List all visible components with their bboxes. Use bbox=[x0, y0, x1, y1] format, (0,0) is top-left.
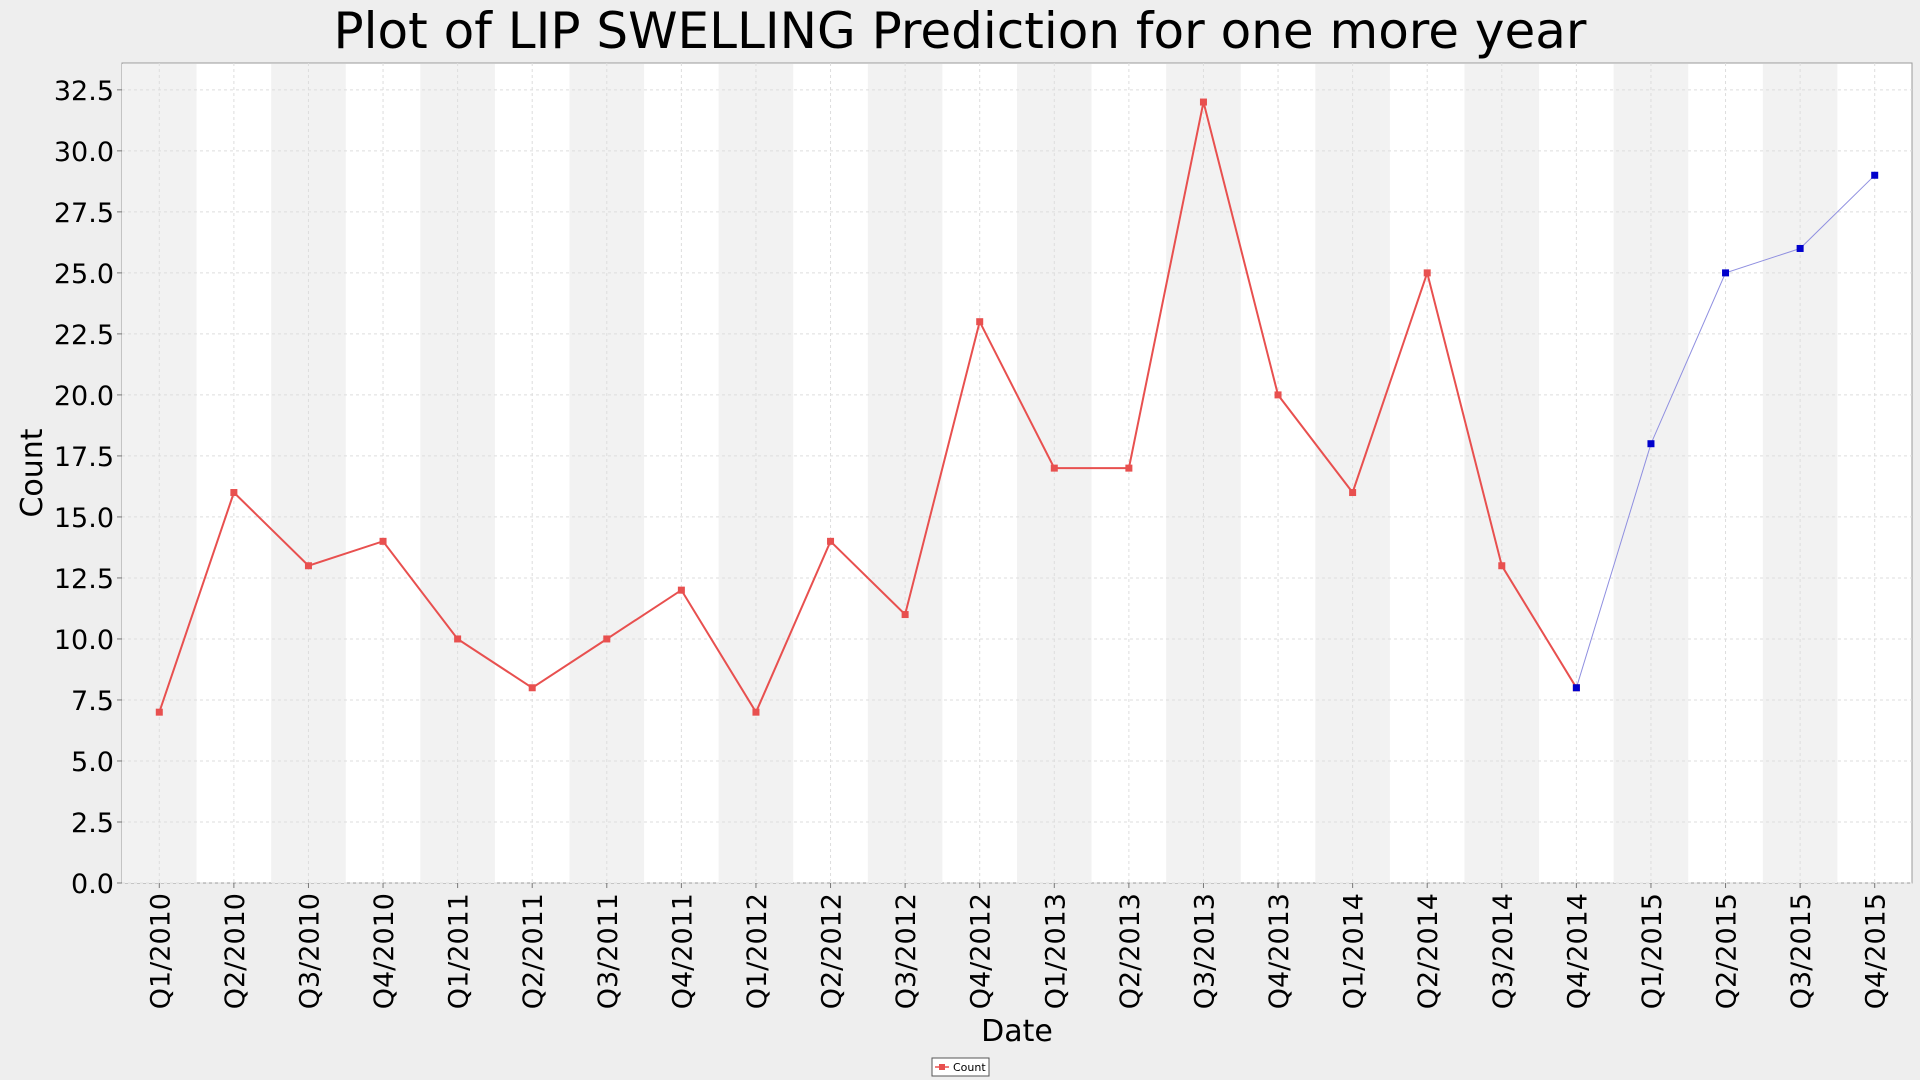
y-tick-label: 20.0 bbox=[54, 381, 114, 412]
y-tick-label: 12.5 bbox=[54, 564, 114, 595]
data-point bbox=[1796, 244, 1804, 252]
x-tick-label: Q1/2012 bbox=[742, 893, 773, 1009]
y-axis-label: Count bbox=[15, 428, 50, 517]
data-point bbox=[155, 708, 163, 716]
y-tick-label: 27.5 bbox=[54, 198, 114, 229]
x-axis-label: Date bbox=[981, 1014, 1053, 1049]
y-tick-label: 22.5 bbox=[54, 320, 114, 351]
x-tick-label: Q4/2015 bbox=[1861, 893, 1892, 1009]
x-tick-label: Q4/2010 bbox=[369, 893, 400, 1009]
y-tick-label: 17.5 bbox=[54, 442, 114, 473]
data-point bbox=[1050, 464, 1058, 472]
gridlines bbox=[122, 63, 1912, 884]
x-tick-label: Q1/2015 bbox=[1637, 893, 1668, 1009]
x-tick-label: Q1/2014 bbox=[1339, 893, 1370, 1009]
data-point bbox=[528, 684, 536, 692]
data-point bbox=[454, 635, 462, 643]
data-point bbox=[827, 537, 835, 545]
x-tick-label: Q4/2014 bbox=[1562, 893, 1593, 1009]
data-point bbox=[1498, 562, 1506, 570]
y-tick-label: 15.0 bbox=[54, 503, 114, 534]
y-tick-label: 30.0 bbox=[54, 137, 114, 168]
data-point bbox=[230, 489, 238, 497]
y-tick-label: 2.5 bbox=[71, 808, 114, 839]
data-point bbox=[976, 318, 984, 326]
data-point bbox=[1125, 464, 1133, 472]
series-line bbox=[158, 101, 1578, 715]
data-point bbox=[677, 586, 685, 594]
data-point bbox=[1274, 391, 1282, 399]
y-tick-label: 32.5 bbox=[54, 76, 114, 107]
legend: Count bbox=[931, 1057, 990, 1077]
x-tick-label: Q3/2011 bbox=[593, 893, 624, 1009]
x-tick-label: Q3/2015 bbox=[1786, 893, 1817, 1009]
chart-title: Plot of LIP SWELLING Prediction for one … bbox=[334, 2, 1587, 60]
data-point bbox=[304, 562, 312, 570]
data-point bbox=[1423, 269, 1431, 277]
series-points bbox=[155, 98, 1879, 716]
data-point bbox=[1349, 489, 1357, 497]
x-tick-label: Q1/2011 bbox=[444, 893, 475, 1009]
y-tick-label: 25.0 bbox=[54, 259, 114, 290]
legend-box bbox=[931, 1057, 990, 1077]
x-tick-label: Q1/2013 bbox=[1040, 893, 1071, 1009]
y-axis-ticks: 0.0 2.5 5.0 7.5 10.0 12.5 15.0 17.5 20.0 22.5 25.0… bbox=[54, 76, 122, 900]
y-tick-label: 7.5 bbox=[71, 686, 114, 717]
x-tick-label: Q2/2015 bbox=[1712, 893, 1743, 1009]
x-tick-label: Q4/2012 bbox=[966, 893, 997, 1009]
legend-swatch-marker bbox=[939, 1064, 945, 1070]
x-tick-label: Q2/2010 bbox=[220, 893, 251, 1009]
x-axis-ticks: Q1/2010 Q2/2010 Q3/2010 Q4/2010 Q1/2011 Q2/20… bbox=[145, 883, 1892, 1009]
x-tick-label: Q2/2013 bbox=[1115, 893, 1146, 1009]
data-point bbox=[901, 611, 909, 619]
y-tick-label: 0.0 bbox=[71, 869, 114, 900]
x-tick-label: Q3/2013 bbox=[1189, 893, 1220, 1009]
data-point bbox=[1647, 440, 1655, 448]
x-tick-label: Q3/2012 bbox=[891, 893, 922, 1009]
data-point bbox=[1572, 684, 1580, 692]
y-tick-label: 10.0 bbox=[54, 625, 114, 656]
x-tick-label: Q1/2010 bbox=[145, 893, 176, 1009]
data-point bbox=[1199, 98, 1207, 106]
data-point bbox=[1722, 269, 1730, 277]
x-tick-label: Q3/2010 bbox=[294, 893, 325, 1009]
x-tick-label: Q2/2014 bbox=[1413, 893, 1444, 1009]
x-tick-label: Q2/2012 bbox=[817, 893, 848, 1009]
x-tick-label: Q2/2011 bbox=[518, 893, 549, 1009]
data-point bbox=[752, 708, 760, 716]
y-tick-label: 5.0 bbox=[71, 747, 114, 778]
data-point bbox=[603, 635, 611, 643]
data-point bbox=[379, 537, 387, 545]
x-tick-label: Q3/2014 bbox=[1488, 893, 1519, 1009]
legend-label: Count bbox=[953, 1061, 986, 1074]
data-point bbox=[1871, 171, 1879, 179]
x-tick-label: Q4/2011 bbox=[667, 893, 698, 1009]
x-tick-label: Q4/2013 bbox=[1264, 893, 1295, 1009]
